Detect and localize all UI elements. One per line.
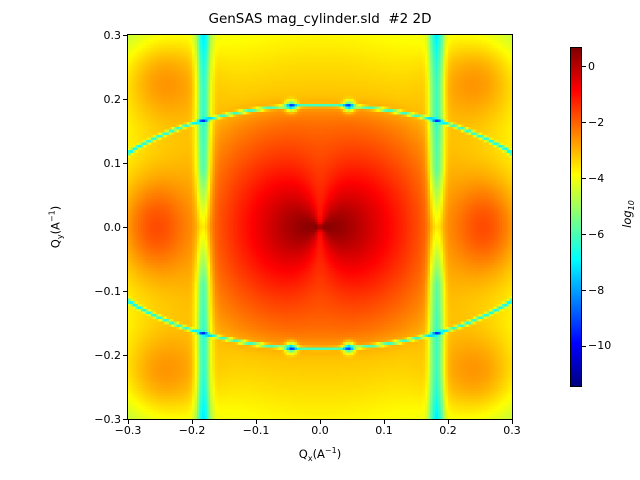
colorbar-label: log10 [620,200,636,228]
y-tick-label: 0.1 [103,156,122,170]
x-tick-mark [128,420,129,424]
x-axis-label-exponent: −1 [324,446,337,455]
colorbar-tick-mark [582,290,586,292]
y-tick-label: −0.3 [94,412,121,426]
x-axis-label-unit: (A [312,446,325,461]
y-tick-label: 0.0 [103,220,122,234]
y-tick-mark [123,419,127,420]
x-tick-mark [320,420,321,424]
colorbar-tick-mark [582,122,586,124]
y-tick-label: −0.2 [94,348,121,362]
x-axis-label-symbol: Q [298,446,308,461]
y-axis-label-unit: (A [48,222,63,235]
y-tick-mark [123,35,127,36]
heatmap-image [128,35,512,419]
y-tick-label: 0.2 [103,92,122,106]
y-tick-mark [123,163,127,164]
y-tick-mark [123,99,127,100]
x-tick-label: −0.1 [242,424,270,437]
y-axis-label: Qy(A−1) [47,206,64,248]
heatmap-plot-area [127,34,513,420]
colorbar-tick-label: −6 [588,227,605,241]
x-tick-mark [512,420,513,424]
x-tick-label: 0.0 [311,424,329,437]
y-axis-label-symbol: Q [48,239,63,249]
x-axis-label-subscript: x [307,454,313,464]
y-axis-label-unit-close: ) [48,205,63,211]
colorbar-label-text: log [619,210,634,228]
x-axis-label: Qx(A−1) [299,446,341,463]
colorbar-tick-mark [582,345,586,347]
x-axis-label-unit-close: ) [336,446,342,461]
colorbar-tick-label: 0 [588,59,595,73]
colorbar-label-subscript: 10 [627,200,637,211]
y-tick-mark [123,227,127,228]
colorbar-gradient [571,48,581,386]
y-axis-label-exponent: −1 [47,210,57,223]
plot-title: GenSAS mag_cylinder.sld #2 2D [208,11,432,27]
colorbar-tick-mark [582,66,586,68]
x-tick-label: 0.1 [375,424,393,437]
y-tick-label: −0.1 [94,284,121,298]
x-tick-mark [256,420,257,424]
x-tick-label: 0.2 [439,424,457,437]
y-tick-mark [123,355,127,356]
y-tick-mark [123,291,127,292]
x-tick-label: −0.2 [178,424,206,437]
colorbar-tick-mark [582,234,586,236]
x-tick-label: −0.3 [114,424,142,437]
y-tick-label: 0.3 [103,28,122,42]
colorbar [570,47,582,387]
colorbar-tick-label: −2 [588,115,605,129]
x-tick-mark [192,420,193,424]
x-tick-mark [384,420,385,424]
colorbar-tick-label: −10 [588,339,612,353]
y-axis-label-subscript: y [55,234,65,240]
colorbar-tick-mark [582,178,586,180]
colorbar-tick-label: −4 [588,171,605,185]
colorbar-tick-label: −8 [588,283,605,297]
x-tick-mark [448,420,449,424]
x-tick-label: 0.3 [503,424,521,437]
